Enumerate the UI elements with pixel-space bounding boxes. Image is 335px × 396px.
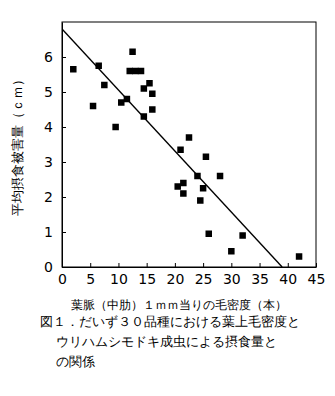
caption: ウリハムシモドキ成虫による摂食量と xyxy=(56,334,277,349)
point xyxy=(217,173,224,180)
y-tick-label: 0 xyxy=(44,259,53,275)
point xyxy=(149,91,156,98)
x-axis-line xyxy=(63,267,317,268)
x-tick-mark xyxy=(316,263,317,267)
y-tick-label: 6 xyxy=(44,49,53,65)
y-tick-mark xyxy=(62,232,66,233)
point xyxy=(203,154,210,161)
x-tick-mark xyxy=(288,263,289,267)
point xyxy=(138,68,145,75)
y-axis-line xyxy=(62,23,63,268)
y-tick-mark xyxy=(62,162,66,163)
frame xyxy=(62,22,316,267)
x-tick-mark xyxy=(175,263,176,267)
point xyxy=(112,124,119,131)
point xyxy=(118,99,125,106)
x-tick: 25 xyxy=(195,263,213,287)
x-tick: 20 xyxy=(166,263,184,287)
plot: 0510152025303540450123456 xyxy=(44,22,325,287)
x-tick-label: 35 xyxy=(251,271,269,287)
point xyxy=(129,49,136,56)
x-tick-mark xyxy=(118,263,119,267)
point xyxy=(174,183,181,190)
point xyxy=(206,231,213,238)
point xyxy=(70,66,77,73)
y-tick-label: 5 xyxy=(44,84,53,100)
x-axis: 0 5 10 15 20 25 30 35 40 45 xyxy=(58,263,325,287)
x-tick-label: 5 xyxy=(86,271,95,287)
x-tick-mark xyxy=(147,263,148,267)
point xyxy=(126,68,133,75)
x-tick-label: 0 xyxy=(58,271,67,287)
point xyxy=(101,82,108,89)
x-tick-mark xyxy=(231,263,232,267)
y-tick-label: 3 xyxy=(44,154,53,170)
y-tick-mark xyxy=(62,127,66,128)
x-tick-label: 40 xyxy=(279,271,297,287)
x-tick-mark xyxy=(203,263,204,267)
y-axis: 0 1 2 3 4 5 6 xyxy=(44,23,66,275)
y-tick-mark xyxy=(62,267,66,268)
y-tick-mark xyxy=(62,197,66,198)
y-tick: 1 xyxy=(44,224,66,240)
x-tick: 30 xyxy=(223,263,241,287)
caption: の関係 xyxy=(56,354,95,369)
y-tick: 3 xyxy=(44,154,66,170)
caption: 図１．だいず３０品種における葉上毛密度と xyxy=(40,314,300,329)
x-tick-label: 30 xyxy=(223,271,241,287)
y-tick-label: 4 xyxy=(44,119,53,135)
y-tick-label: 1 xyxy=(44,224,53,240)
x-tick-label: 45 xyxy=(308,271,326,287)
x-tick-mark xyxy=(260,263,261,267)
point xyxy=(141,85,148,92)
point xyxy=(197,197,204,204)
y-tick: 4 xyxy=(44,119,66,135)
point xyxy=(200,185,207,192)
point xyxy=(177,147,184,154)
point xyxy=(146,80,153,87)
y-axis-title: 平均摂食被害量（ｃｍ） xyxy=(10,73,25,216)
point xyxy=(149,106,156,113)
point xyxy=(132,68,139,75)
x-tick-label: 10 xyxy=(110,271,128,287)
y-tick-mark xyxy=(62,92,66,93)
x-tick: 45 xyxy=(308,263,326,287)
data xyxy=(62,29,302,267)
point xyxy=(296,253,303,260)
regression-line xyxy=(62,29,282,267)
x-tick: 35 xyxy=(251,263,269,287)
y-tick: 0 xyxy=(44,259,66,275)
y-tick: 5 xyxy=(44,84,66,100)
y-tick-label: 2 xyxy=(44,189,53,205)
point xyxy=(90,103,97,110)
chart: 0510152025303540450123456平均摂食被害量（ｃｍ）葉脈（中… xyxy=(0,0,335,396)
x-tick: 40 xyxy=(279,263,297,287)
y-tick: 6 xyxy=(44,49,66,65)
y-tick: 2 xyxy=(44,189,66,205)
x-tick: 15 xyxy=(138,263,156,287)
x-tick-label: 15 xyxy=(138,271,156,287)
point xyxy=(228,248,235,255)
point xyxy=(180,180,187,187)
point xyxy=(186,134,193,141)
x-tick: 10 xyxy=(110,263,128,287)
point xyxy=(180,190,187,197)
x-tick-label: 20 xyxy=(166,271,184,287)
x-axis-title: 葉脈（中肋）１ｍｍ当りの毛密度（本） xyxy=(71,298,287,312)
y-tick-mark xyxy=(62,57,66,58)
x-tick-label: 25 xyxy=(195,271,213,287)
point xyxy=(239,232,246,239)
x-tick: 5 xyxy=(86,263,95,287)
x-tick-mark xyxy=(90,263,91,267)
